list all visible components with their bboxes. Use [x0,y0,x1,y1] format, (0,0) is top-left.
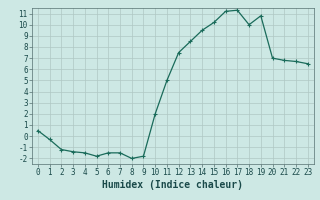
X-axis label: Humidex (Indice chaleur): Humidex (Indice chaleur) [102,180,243,190]
